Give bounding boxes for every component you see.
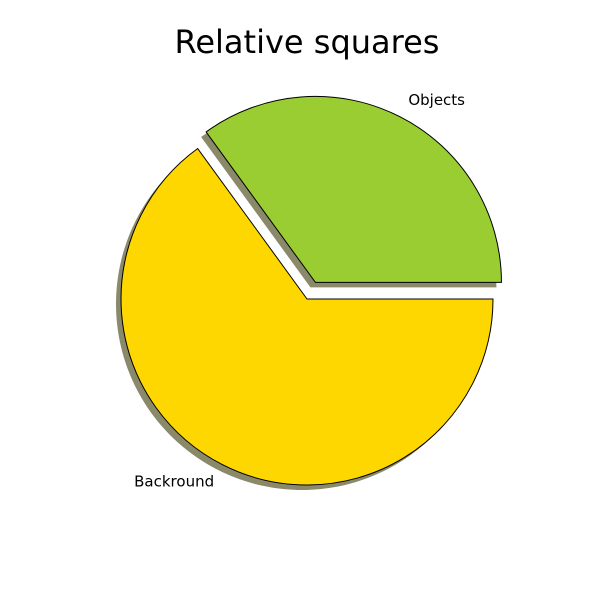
slice-label-backround: Backround — [134, 472, 214, 490]
pie-slice-backround — [120, 147, 494, 486]
pie-slices — [120, 95, 502, 486]
pie-slice-objects — [205, 95, 502, 283]
chart-title: Relative squares — [175, 23, 440, 61]
slice-labels: Objects Backround — [134, 91, 465, 490]
slice-label-objects: Objects — [408, 91, 465, 109]
